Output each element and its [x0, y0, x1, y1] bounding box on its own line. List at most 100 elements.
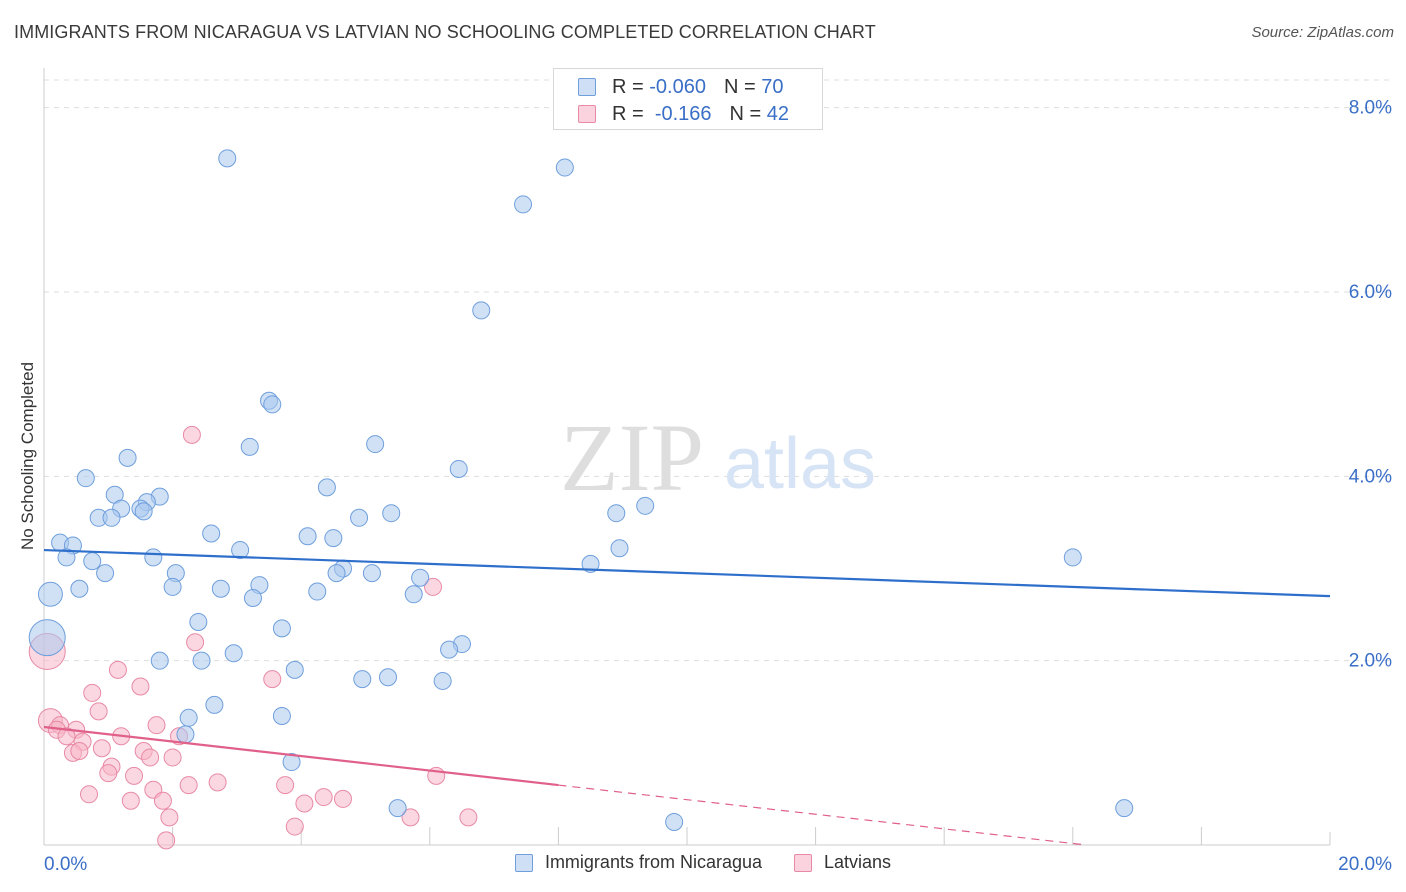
- nicaragua-point: [298, 527, 317, 546]
- latvians-point: [147, 716, 166, 735]
- y-tick-label: 8.0%: [1349, 98, 1392, 119]
- nicaragua-point: [1115, 799, 1134, 818]
- nicaragua-point: [263, 395, 282, 414]
- nicaragua-point: [607, 504, 626, 523]
- latvians-point: [131, 677, 150, 696]
- nicaragua-point: [317, 478, 336, 497]
- source-label: Source: ZipAtlas.com: [1251, 24, 1394, 41]
- nicaragua-point: [636, 496, 655, 515]
- nicaragua-point: [205, 695, 224, 714]
- latvians-point: [401, 808, 420, 827]
- nicaragua-points: [28, 149, 1134, 831]
- watermark: ZIP atlas: [560, 404, 876, 511]
- latvians-point: [92, 739, 111, 758]
- nicaragua-point: [449, 459, 468, 478]
- latvians-point: [424, 577, 443, 596]
- nicaragua-point: [366, 435, 385, 454]
- nicaragua-trend-line: [43, 548, 1331, 598]
- series-legend: Immigrants from Nicaragua Latvians: [0, 852, 1406, 873]
- nicaragua-point: [514, 195, 533, 214]
- latvians-trend-extension: [558, 784, 1087, 846]
- legend-row-nicaragua: R = -0.060 N = 70: [578, 74, 783, 100]
- chart-title: IMMIGRANTS FROM NICARAGUA VS LATVIAN NO …: [14, 22, 876, 42]
- latvians-point: [153, 791, 172, 810]
- legend-swatch-latvians: [578, 105, 596, 123]
- latvians-point: [121, 791, 140, 810]
- latvians-point: [89, 702, 108, 721]
- latvians-point: [333, 789, 352, 808]
- nicaragua-point: [433, 671, 452, 690]
- nicaragua-point: [144, 548, 163, 567]
- nicaragua-point: [350, 508, 369, 527]
- legend-r-label: R =: [612, 75, 644, 98]
- legend-swatch-latvians: [794, 853, 813, 872]
- latvians-point: [108, 660, 127, 679]
- nicaragua-point: [308, 582, 327, 601]
- nicaragua-point: [192, 651, 211, 670]
- nicaragua-point: [102, 508, 121, 527]
- nicaragua-point: [28, 619, 66, 657]
- nicaragua-point: [404, 585, 423, 604]
- x-tick-label: 0.0%: [44, 854, 87, 875]
- nicaragua-point: [388, 799, 407, 818]
- nicaragua-point: [379, 668, 398, 687]
- latvians-point: [285, 817, 304, 836]
- latvians-point: [295, 794, 314, 813]
- nicaragua-point: [272, 706, 291, 725]
- latvians-point: [141, 748, 160, 767]
- tick-labels: 2.0% 4.0% 6.0% 8.0% 0.0% 20.0%: [44, 98, 1392, 875]
- nicaragua-point: [382, 504, 401, 523]
- legend-item-nicaragua[interactable]: Immigrants from Nicaragua: [514, 852, 763, 873]
- nicaragua-point: [211, 579, 230, 598]
- nicaragua-point: [440, 640, 459, 659]
- nicaragua-point: [96, 564, 115, 583]
- nicaragua-point: [179, 708, 198, 727]
- nicaragua-point: [327, 564, 346, 583]
- latvians-point: [57, 727, 76, 746]
- latvians-trend-line: [43, 725, 559, 787]
- nicaragua-point: [231, 541, 250, 560]
- latvians-point: [459, 808, 478, 827]
- nicaragua-point: [224, 644, 243, 663]
- legend-item-latvians[interactable]: Latvians: [794, 852, 891, 873]
- nicaragua-point: [411, 568, 430, 587]
- y-tick-label: 4.0%: [1349, 466, 1392, 487]
- y-tick-label: 6.0%: [1349, 282, 1392, 303]
- nicaragua-point: [581, 554, 600, 573]
- nicaragua-point: [272, 619, 291, 638]
- nicaragua-point: [202, 524, 221, 543]
- nicaragua-point: [665, 812, 684, 831]
- latvians-point: [179, 776, 198, 795]
- latvians-point: [83, 683, 102, 702]
- nicaragua-point: [76, 469, 95, 488]
- latvians-point: [208, 773, 227, 792]
- legend-r-label: R =: [612, 102, 644, 125]
- nicaragua-point: [362, 564, 381, 583]
- latvians-point: [125, 766, 144, 785]
- legend-label-nicaragua: Immigrants from Nicaragua: [544, 852, 763, 872]
- nicaragua-point: [240, 437, 259, 456]
- latvians-point: [263, 670, 282, 689]
- nicaragua-point: [176, 725, 195, 744]
- nicaragua-point: [353, 670, 372, 689]
- legend-r-value: -0.060: [649, 75, 706, 98]
- nicaragua-point: [555, 158, 574, 177]
- latvians-point: [99, 764, 118, 783]
- nicaragua-point: [118, 448, 137, 467]
- y-axis-label: No Schooling Completed: [18, 361, 37, 551]
- y-tick-label: 2.0%: [1349, 651, 1392, 672]
- nicaragua-point: [37, 581, 63, 607]
- latvians-point: [157, 831, 176, 850]
- legend-n-value: 42: [766, 102, 790, 125]
- x-tick-label: 20.0%: [1338, 854, 1392, 875]
- nicaragua-point: [243, 588, 262, 607]
- latvians-point: [160, 808, 179, 827]
- nicaragua-point: [57, 548, 76, 567]
- nicaragua-point: [163, 577, 182, 596]
- nicaragua-point: [1063, 548, 1082, 567]
- nicaragua-point: [150, 651, 169, 670]
- latvians-points: [28, 425, 478, 850]
- nicaragua-point: [189, 612, 208, 631]
- watermark-atlas: atlas: [724, 424, 876, 504]
